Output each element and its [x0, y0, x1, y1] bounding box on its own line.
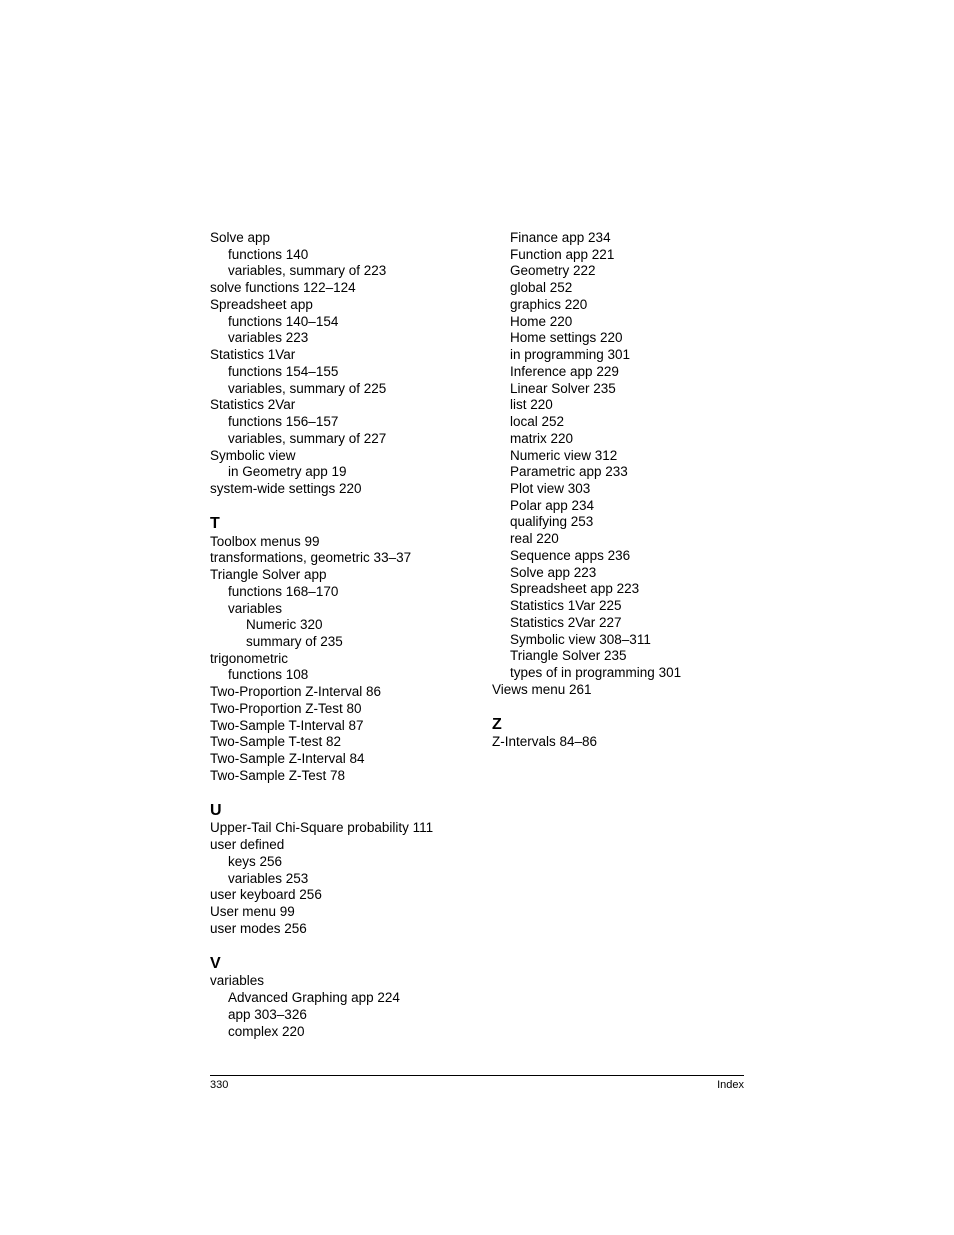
- index-entry: functions 140–154: [210, 314, 458, 331]
- index-entry: solve functions 122–124: [210, 280, 458, 297]
- index-entry: Statistics 2Var 227: [492, 615, 740, 632]
- index-entry: Home 220: [492, 314, 740, 331]
- index-entry: variables: [210, 973, 458, 990]
- index-entry: Statistics 1Var 225: [492, 598, 740, 615]
- index-entry: Symbolic view: [210, 448, 458, 465]
- index-entry: Two-Proportion Z-Test 80: [210, 701, 458, 718]
- index-entry: User menu 99: [210, 904, 458, 921]
- index-entry: local 252: [492, 414, 740, 431]
- index-right-column: Finance app 234Function app 221Geometry …: [492, 230, 740, 1040]
- index-entry: variables, summary of 227: [210, 431, 458, 448]
- index-page: Solve appfunctions 140variables, summary…: [210, 230, 750, 1040]
- index-entry: Spreadsheet app: [210, 297, 458, 314]
- index-entry: in programming 301: [492, 347, 740, 364]
- index-entry: Z-Intervals 84–86: [492, 734, 740, 751]
- index-entry: Solve app: [210, 230, 458, 247]
- index-entry: Symbolic view 308–311: [492, 632, 740, 649]
- index-entry: Two-Proportion Z-Interval 86: [210, 684, 458, 701]
- section-letter: Z: [492, 715, 740, 735]
- index-entry: Sequence apps 236: [492, 548, 740, 565]
- index-entry: types of in programming 301: [492, 665, 740, 682]
- index-entry: Home settings 220: [492, 330, 740, 347]
- index-entry: Inference app 229: [492, 364, 740, 381]
- index-entry: Solve app 223: [492, 565, 740, 582]
- index-entry: functions 154–155: [210, 364, 458, 381]
- index-entry: Plot view 303: [492, 481, 740, 498]
- index-entry: keys 256: [210, 854, 458, 871]
- index-entry: Two-Sample T-test 82: [210, 734, 458, 751]
- index-entry: real 220: [492, 531, 740, 548]
- index-entry: functions 140: [210, 247, 458, 264]
- index-entry: Toolbox menus 99: [210, 534, 458, 551]
- page-footer: 330 Index: [210, 1075, 744, 1091]
- index-columns: Solve appfunctions 140variables, summary…: [210, 230, 750, 1040]
- page-number: 330: [210, 1079, 228, 1091]
- index-entry: list 220: [492, 397, 740, 414]
- index-entry: user defined: [210, 837, 458, 854]
- index-entry: qualifying 253: [492, 514, 740, 531]
- index-entry: Function app 221: [492, 247, 740, 264]
- index-entry: Statistics 2Var: [210, 397, 458, 414]
- index-entry: functions 108: [210, 667, 458, 684]
- index-entry: Triangle Solver app: [210, 567, 458, 584]
- index-entry: Statistics 1Var: [210, 347, 458, 364]
- index-left-column: Solve appfunctions 140variables, summary…: [210, 230, 458, 1040]
- footer-label: Index: [717, 1079, 744, 1091]
- index-entry: trigonometric: [210, 651, 458, 668]
- index-entry: Two-Sample T-Interval 87: [210, 718, 458, 735]
- index-entry: functions 156–157: [210, 414, 458, 431]
- index-entry: variables 223: [210, 330, 458, 347]
- index-entry: summary of 235: [210, 634, 458, 651]
- index-entry: Views menu 261: [492, 682, 740, 699]
- index-entry: Triangle Solver 235: [492, 648, 740, 665]
- index-entry: functions 168–170: [210, 584, 458, 601]
- index-entry: variables, summary of 223: [210, 263, 458, 280]
- index-entry: Two-Sample Z-Test 78: [210, 768, 458, 785]
- index-entry: variables: [210, 601, 458, 618]
- index-entry: user modes 256: [210, 921, 458, 938]
- section-letter: U: [210, 801, 458, 821]
- index-entry: transformations, geometric 33–37: [210, 550, 458, 567]
- index-entry: Finance app 234: [492, 230, 740, 247]
- index-entry: graphics 220: [492, 297, 740, 314]
- index-entry: Numeric view 312: [492, 448, 740, 465]
- section-letter: T: [210, 514, 458, 534]
- index-entry: global 252: [492, 280, 740, 297]
- index-entry: system-wide settings 220: [210, 481, 458, 498]
- index-entry: Advanced Graphing app 224: [210, 990, 458, 1007]
- index-entry: variables, summary of 225: [210, 381, 458, 398]
- index-entry: Numeric 320: [210, 617, 458, 634]
- index-entry: Two-Sample Z-Interval 84: [210, 751, 458, 768]
- index-entry: variables 253: [210, 871, 458, 888]
- index-entry: Spreadsheet app 223: [492, 581, 740, 598]
- index-entry: user keyboard 256: [210, 887, 458, 904]
- index-entry: matrix 220: [492, 431, 740, 448]
- index-entry: app 303–326: [210, 1007, 458, 1024]
- index-entry: in Geometry app 19: [210, 464, 458, 481]
- index-entry: Polar app 234: [492, 498, 740, 515]
- index-entry: Parametric app 233: [492, 464, 740, 481]
- section-letter: V: [210, 954, 458, 974]
- index-entry: Upper-Tail Chi-Square probability 111: [210, 820, 458, 837]
- index-entry: Linear Solver 235: [492, 381, 740, 398]
- index-entry: complex 220: [210, 1024, 458, 1041]
- index-entry: Geometry 222: [492, 263, 740, 280]
